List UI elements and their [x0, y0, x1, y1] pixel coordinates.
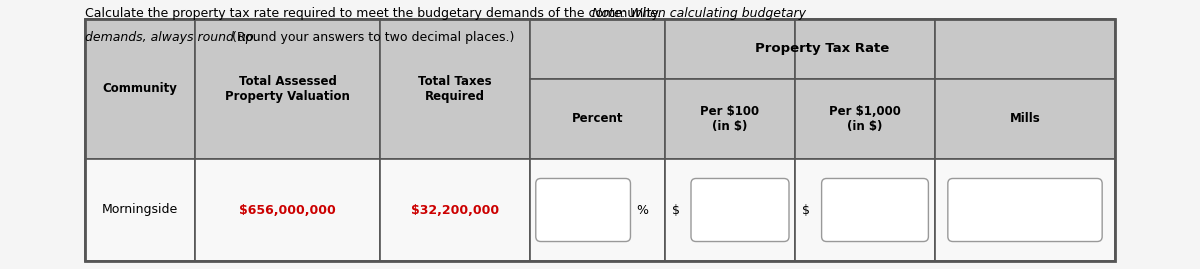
- FancyBboxPatch shape: [935, 79, 1115, 159]
- Text: Total Taxes
Required: Total Taxes Required: [418, 75, 492, 103]
- FancyBboxPatch shape: [194, 19, 380, 159]
- FancyBboxPatch shape: [380, 19, 530, 159]
- FancyBboxPatch shape: [535, 178, 630, 242]
- Text: Percent: Percent: [571, 112, 623, 126]
- Text: Community: Community: [102, 83, 178, 95]
- Text: Total Assessed
Property Valuation: Total Assessed Property Valuation: [226, 75, 350, 103]
- Text: Per $1,000
(in $): Per $1,000 (in $): [829, 105, 901, 133]
- FancyBboxPatch shape: [530, 79, 665, 159]
- Text: Per $100
(in $): Per $100 (in $): [701, 105, 760, 133]
- FancyBboxPatch shape: [935, 159, 1115, 261]
- Text: Calculate the property tax rate required to meet the budgetary demands of the co: Calculate the property tax rate required…: [85, 7, 665, 20]
- Text: %: %: [636, 204, 648, 217]
- Text: $: $: [802, 204, 810, 217]
- Text: $656,000,000: $656,000,000: [239, 204, 336, 217]
- FancyBboxPatch shape: [935, 19, 1115, 79]
- FancyBboxPatch shape: [822, 178, 929, 242]
- Text: Note: When calculating budgetary: Note: When calculating budgetary: [593, 7, 806, 20]
- FancyBboxPatch shape: [665, 159, 796, 261]
- FancyBboxPatch shape: [85, 19, 196, 159]
- FancyBboxPatch shape: [796, 19, 935, 79]
- FancyBboxPatch shape: [665, 79, 796, 159]
- FancyBboxPatch shape: [530, 19, 665, 79]
- FancyBboxPatch shape: [948, 178, 1102, 242]
- FancyBboxPatch shape: [691, 178, 790, 242]
- FancyBboxPatch shape: [380, 159, 530, 261]
- FancyBboxPatch shape: [665, 19, 796, 79]
- Text: $: $: [672, 204, 680, 217]
- Text: Morningside: Morningside: [102, 204, 178, 217]
- FancyBboxPatch shape: [194, 159, 380, 261]
- FancyBboxPatch shape: [85, 159, 196, 261]
- Text: Mills: Mills: [1009, 112, 1040, 126]
- Text: (Round your answers to two decimal places.): (Round your answers to two decimal place…: [228, 31, 514, 44]
- Text: demands, always round up.: demands, always round up.: [85, 31, 258, 44]
- Text: Property Tax Rate: Property Tax Rate: [755, 43, 889, 55]
- FancyBboxPatch shape: [530, 159, 665, 261]
- Text: $32,200,000: $32,200,000: [410, 204, 499, 217]
- FancyBboxPatch shape: [796, 159, 935, 261]
- FancyBboxPatch shape: [796, 79, 935, 159]
